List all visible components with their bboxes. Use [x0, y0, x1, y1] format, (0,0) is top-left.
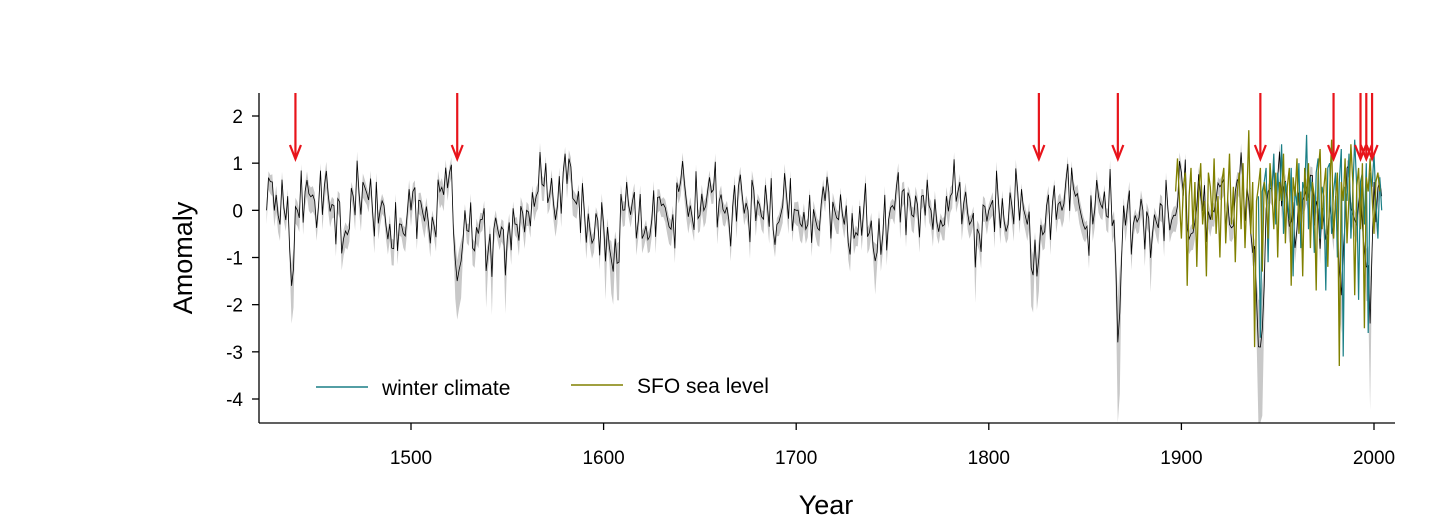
- x-tick-label: 2000: [1353, 448, 1395, 469]
- y-tick-label: 0: [232, 201, 243, 222]
- ticks-layer: 2 1 0 -1 -2 -3 -4 1500 1600 1700 1800 1900 2000: [226, 107, 1395, 469]
- y-tick-label: -3: [226, 343, 243, 364]
- x-tick-label: 1900: [1160, 448, 1202, 469]
- event-arrow: [1365, 93, 1379, 163]
- legend-label-sfo-sea-level: SFO sea level: [637, 375, 769, 398]
- x-axis-title: Year: [799, 490, 854, 520]
- uncertainty-band-layer: [266, 142, 1382, 423]
- x-tick-label: 1700: [775, 448, 817, 469]
- y-axis-title: Amomaly: [168, 201, 198, 314]
- uncertainty-band: [266, 142, 1382, 423]
- event-arrow: [1032, 93, 1046, 163]
- sfo-sea-level-line: [1174, 130, 1381, 367]
- event-arrow: [1327, 93, 1341, 163]
- event-arrow: [1111, 93, 1125, 163]
- y-tick-label: 1: [232, 154, 243, 175]
- y-tick-label: 2: [232, 107, 243, 128]
- event-arrow: [450, 93, 464, 163]
- axes-layer: [258, 93, 1395, 424]
- event-arrow: [1359, 93, 1373, 163]
- event-arrow: [1253, 93, 1267, 163]
- y-tick-label: -2: [226, 296, 243, 317]
- event-arrow: [1353, 93, 1368, 163]
- event-arrow: [288, 93, 302, 163]
- y-tick-label: -1: [226, 249, 243, 270]
- x-tick-label: 1800: [968, 448, 1010, 469]
- legend-label-winter-climate: winter climate: [381, 377, 510, 400]
- event-arrows-layer: [288, 93, 1379, 163]
- x-tick-label: 1600: [582, 448, 624, 469]
- y-tick-label: -4: [226, 390, 243, 411]
- x-tick-label: 1500: [390, 448, 432, 469]
- series-lines-layer: [266, 130, 1383, 367]
- legend: winter climate SFO sea level: [316, 375, 769, 400]
